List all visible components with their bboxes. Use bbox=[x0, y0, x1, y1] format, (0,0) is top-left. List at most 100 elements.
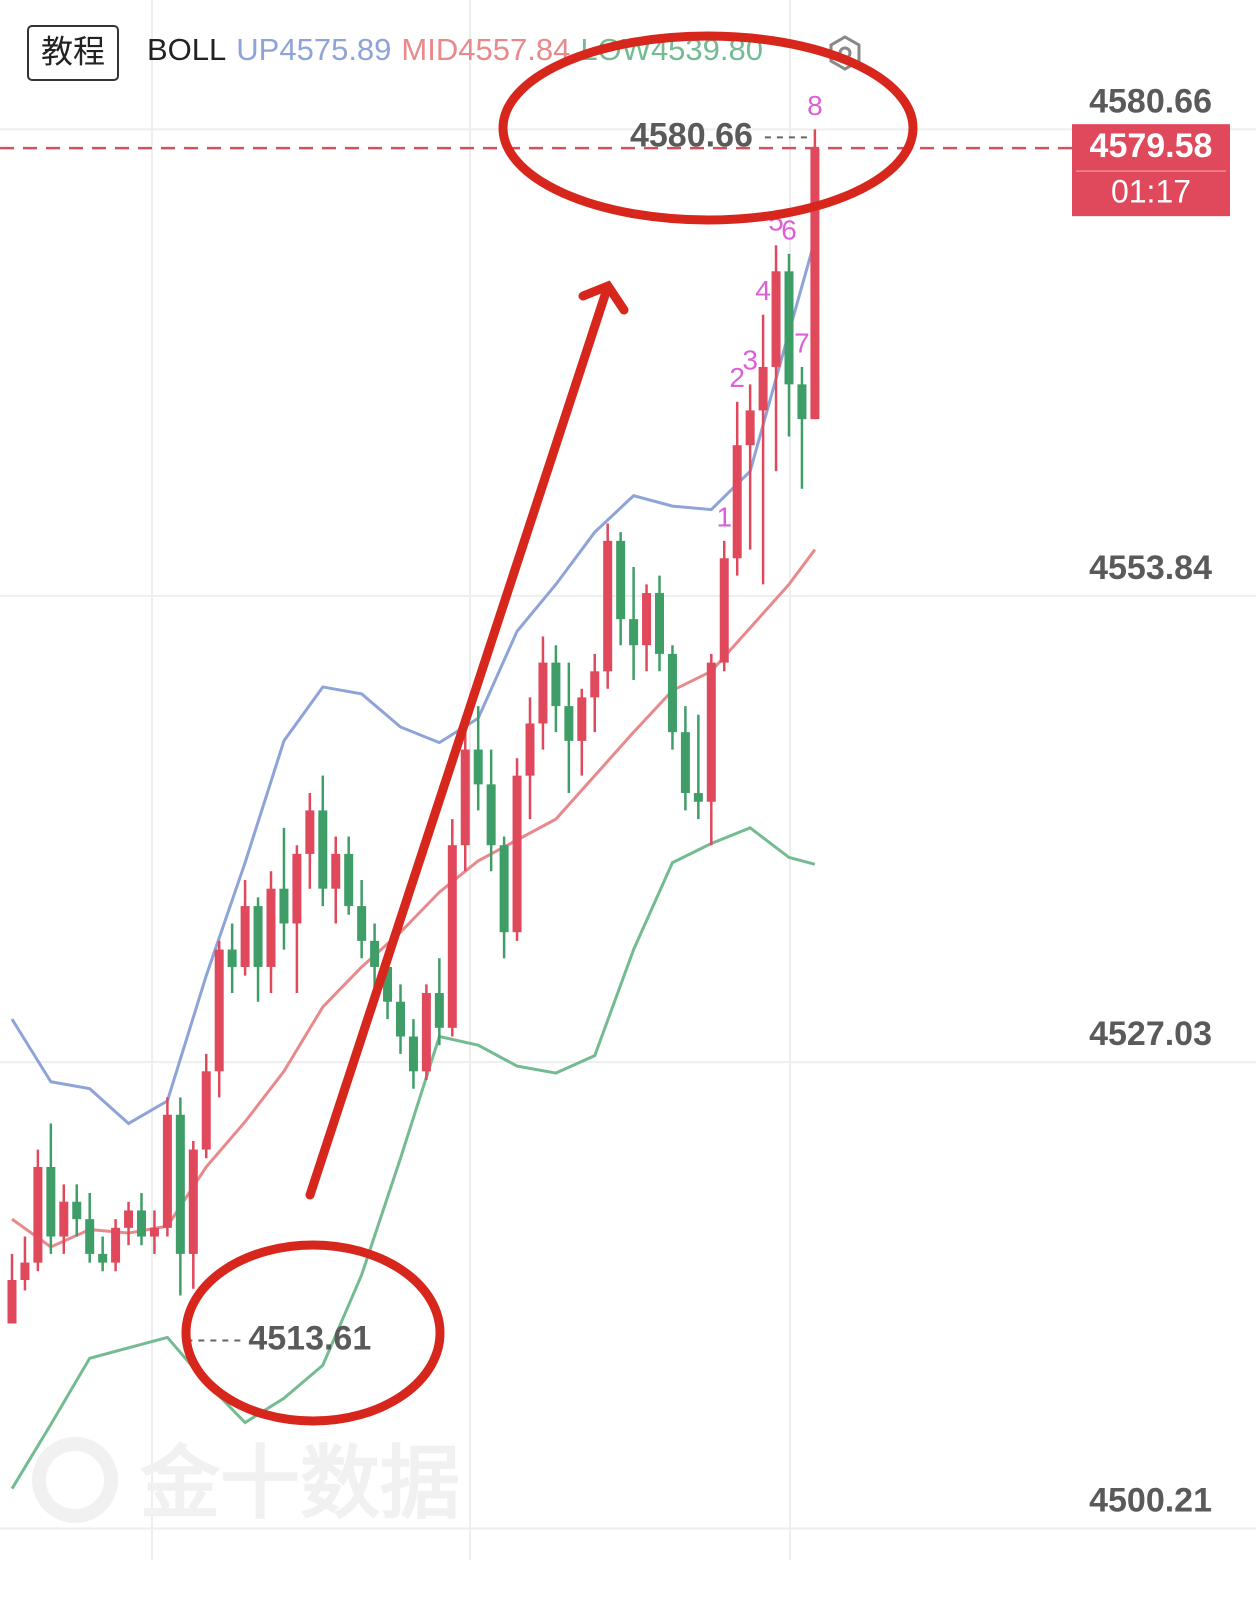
low-label: 4513.61 bbox=[248, 1319, 371, 1357]
indicator-label: UP bbox=[236, 32, 279, 67]
td-count-label: 1 bbox=[716, 501, 732, 532]
candle-body bbox=[810, 148, 820, 420]
td-count-label: 6 bbox=[781, 214, 797, 245]
candle-body bbox=[227, 949, 237, 967]
candle-body bbox=[732, 445, 742, 559]
candle-body bbox=[240, 906, 250, 967]
candle-body bbox=[137, 1210, 146, 1237]
candle-body bbox=[344, 853, 354, 907]
watermark: 金十数据 bbox=[139, 1439, 460, 1528]
high-label: 4580.66 bbox=[630, 116, 753, 154]
candle-body bbox=[98, 1253, 108, 1263]
candle-body bbox=[7, 1280, 17, 1324]
candle-body bbox=[706, 662, 716, 802]
candle-body bbox=[590, 671, 600, 698]
candle-body bbox=[577, 697, 587, 741]
countdown-label: 01:17 bbox=[1111, 174, 1191, 210]
candle-body bbox=[603, 540, 613, 672]
band-line bbox=[11, 548, 817, 1249]
candle-body bbox=[149, 1227, 159, 1237]
indicator-label: MID bbox=[401, 32, 458, 67]
settings-hexagon[interactable] bbox=[829, 35, 861, 71]
candle-body bbox=[629, 619, 639, 646]
candle-body bbox=[745, 410, 755, 446]
candle-body bbox=[396, 1001, 405, 1037]
candle-body bbox=[616, 540, 626, 620]
candle-body bbox=[473, 749, 483, 785]
candle-body bbox=[512, 775, 522, 933]
candle-body bbox=[357, 906, 367, 941]
highlight-ellipse bbox=[181, 1240, 445, 1426]
candle-body bbox=[124, 1210, 134, 1228]
y-tick-label: 4580.66 bbox=[1089, 82, 1212, 120]
candle-body bbox=[370, 940, 380, 967]
candle-body bbox=[486, 784, 496, 846]
candle-body bbox=[201, 1071, 211, 1150]
candle-body bbox=[20, 1262, 30, 1280]
candle-body bbox=[111, 1227, 121, 1263]
highlight-ellipse bbox=[498, 31, 918, 225]
td-count-label: 7 bbox=[794, 327, 810, 358]
candle-body bbox=[525, 723, 535, 776]
trend-arrow bbox=[305, 287, 611, 1200]
candle-body bbox=[318, 810, 328, 889]
candle-body bbox=[214, 949, 224, 1072]
bands bbox=[10, 239, 817, 1490]
candle-body bbox=[655, 593, 664, 654]
candle-body bbox=[188, 1149, 198, 1254]
candle-body bbox=[758, 366, 768, 411]
candle-body bbox=[538, 662, 548, 724]
annotations bbox=[181, 31, 918, 1426]
tutorial-label[interactable]: 教程 bbox=[41, 33, 105, 69]
indicator-value: 4557.84 bbox=[458, 32, 570, 67]
tutorial-button[interactable] bbox=[27, 25, 119, 81]
candle-body bbox=[642, 593, 652, 646]
indicator-name: BOLL bbox=[147, 32, 226, 67]
candle-body bbox=[771, 271, 781, 367]
candle-body bbox=[305, 810, 315, 854]
candle-body bbox=[551, 662, 561, 707]
arrow-head bbox=[578, 280, 629, 315]
candle-body bbox=[59, 1201, 69, 1237]
candle-body bbox=[331, 853, 341, 889]
td-count-label: 4 bbox=[755, 275, 771, 306]
y-tick-label: 4553.84 bbox=[1089, 549, 1212, 587]
candle-body bbox=[797, 384, 807, 420]
candle-body bbox=[175, 1114, 185, 1254]
candle-body bbox=[680, 732, 690, 794]
y-tick-label: 4500.21 bbox=[1089, 1482, 1212, 1520]
candle-body bbox=[408, 1036, 418, 1072]
candle-body bbox=[667, 653, 677, 733]
candle-body bbox=[693, 793, 703, 802]
candle-body bbox=[85, 1219, 95, 1254]
last-price-tag bbox=[1072, 124, 1230, 217]
candle-body bbox=[421, 993, 431, 1072]
td-count-label: 8 bbox=[807, 90, 823, 121]
td-count-label: 3 bbox=[742, 345, 758, 376]
candle-body bbox=[564, 706, 574, 741]
candle-body bbox=[253, 906, 263, 967]
candle-body bbox=[460, 749, 470, 846]
indicator-value: 4575.89 bbox=[279, 32, 391, 67]
candle-body bbox=[447, 845, 457, 1028]
td-count-label: 2 bbox=[729, 362, 745, 393]
candle-body bbox=[33, 1166, 43, 1263]
watermark-logo bbox=[32, 1437, 118, 1523]
band-line bbox=[10, 826, 816, 1490]
candle-body bbox=[719, 558, 729, 663]
y-tick-label: 4527.03 bbox=[1089, 1015, 1212, 1053]
candle-body bbox=[434, 993, 444, 1028]
candle-body bbox=[279, 888, 289, 924]
candle-body bbox=[46, 1166, 56, 1237]
candle-body bbox=[784, 271, 794, 385]
candle-body bbox=[292, 853, 302, 924]
candle-body bbox=[266, 888, 276, 967]
candle-body bbox=[383, 966, 393, 1002]
candles bbox=[7, 129, 820, 1324]
last-price-label: 4579.58 bbox=[1090, 127, 1213, 165]
candle-body bbox=[162, 1114, 172, 1228]
band-line bbox=[10, 239, 817, 1126]
candle-body bbox=[499, 845, 509, 933]
